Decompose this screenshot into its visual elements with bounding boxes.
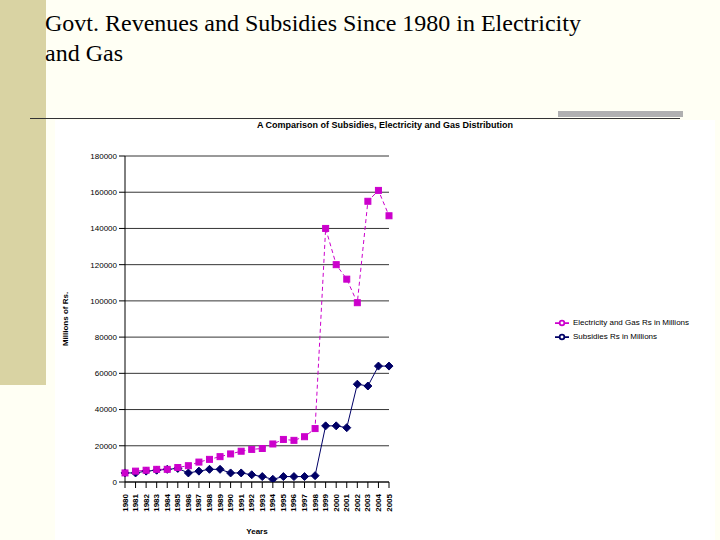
svg-text:2005: 2005 xyxy=(385,493,394,511)
svg-text:0: 0 xyxy=(113,478,118,487)
svg-text:40000: 40000 xyxy=(95,405,118,414)
svg-text:1998: 1998 xyxy=(311,493,320,511)
svg-text:160000: 160000 xyxy=(90,188,117,197)
svg-text:Millions of Rs.: Millions of Rs. xyxy=(61,292,70,346)
svg-text:60000: 60000 xyxy=(95,369,118,378)
html-text:Subsidies Rs in Millions: Subsidies Rs in Millions xyxy=(573,332,657,342)
svg-text:180000: 180000 xyxy=(90,152,117,161)
svg-text:1986: 1986 xyxy=(184,493,193,511)
svg-text:1997: 1997 xyxy=(300,493,309,511)
svg-text:1985: 1985 xyxy=(173,493,182,511)
svg-text:1981: 1981 xyxy=(131,493,140,511)
svg-text:2002: 2002 xyxy=(353,493,362,511)
svg-text:1987: 1987 xyxy=(194,493,203,511)
svg-text:1983: 1983 xyxy=(152,493,161,511)
svg-text:1990: 1990 xyxy=(226,493,235,511)
svg-text:Years: Years xyxy=(246,527,268,536)
svg-text:20000: 20000 xyxy=(95,442,118,451)
html-text:A Comparison of Subsidies, Ele: A Comparison of Subsidies, Electricity a… xyxy=(256,120,514,130)
svg-text:1980: 1980 xyxy=(121,493,130,511)
svg-text:1984: 1984 xyxy=(163,493,172,511)
svg-text:1982: 1982 xyxy=(142,493,151,511)
svg-text:1994: 1994 xyxy=(268,493,277,511)
svg-text:1993: 1993 xyxy=(258,493,267,511)
html-text:Govt. Revenues and Subsidies S: Govt. Revenues and Subsidies Since 1980 … xyxy=(45,10,581,66)
svg-text:2000: 2000 xyxy=(332,493,341,511)
svg-text:1989: 1989 xyxy=(216,493,225,511)
svg-text:1999: 1999 xyxy=(321,493,330,511)
svg-text:1995: 1995 xyxy=(279,493,288,511)
svg-text:2001: 2001 xyxy=(342,493,351,511)
svg-text:1992: 1992 xyxy=(247,493,256,511)
svg-text:1988: 1988 xyxy=(205,493,214,511)
svg-text:80000: 80000 xyxy=(95,333,118,342)
svg-text:2003: 2003 xyxy=(363,493,372,511)
svg-text:120000: 120000 xyxy=(90,261,117,270)
svg-text:100000: 100000 xyxy=(90,297,117,306)
html-text:Electricity and Gas Rs in Mill: Electricity and Gas Rs in Millions xyxy=(573,318,689,328)
svg-text:140000: 140000 xyxy=(90,224,117,233)
svg-text:1991: 1991 xyxy=(237,493,246,511)
svg-text:2004: 2004 xyxy=(374,493,383,511)
svg-text:1996: 1996 xyxy=(289,493,298,511)
